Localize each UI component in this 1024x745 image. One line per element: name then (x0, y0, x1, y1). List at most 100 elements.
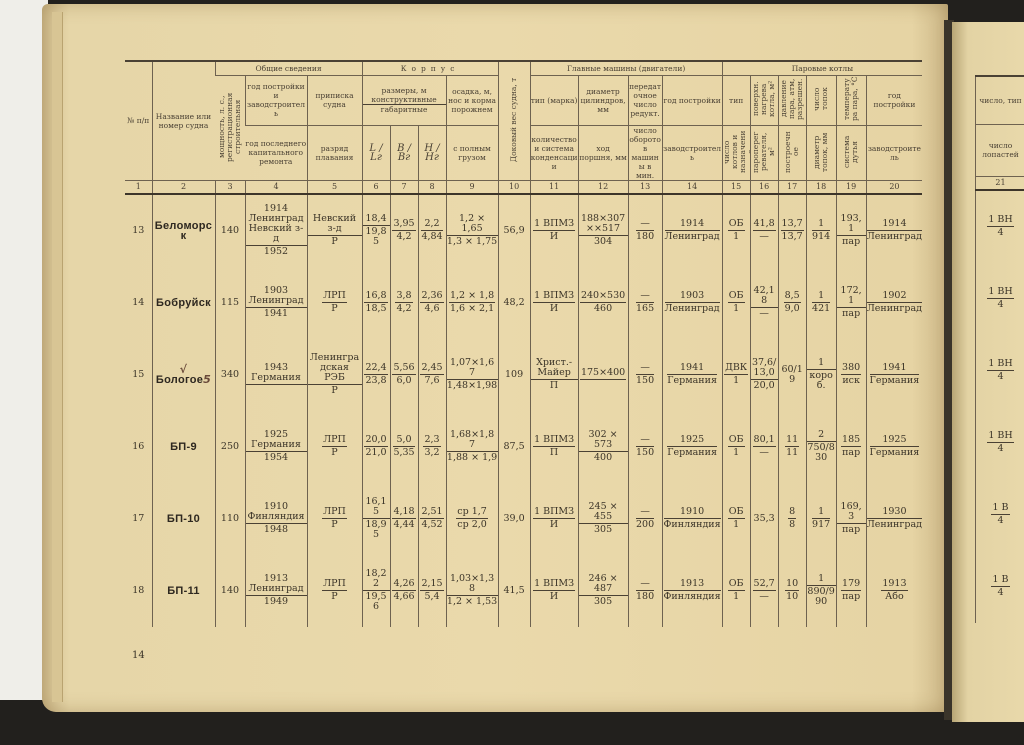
fraction-top: 1 В (991, 502, 1010, 515)
col-boiler-count-header: число котлов и назначение (721, 125, 751, 181)
fraction-value: 2,45 7,6 (420, 363, 444, 386)
fraction-bottom: ср 2,0 (457, 519, 487, 530)
fraction-top: 4,26 (392, 578, 416, 591)
col-temp-header: температура пара, °C (835, 75, 867, 126)
fraction-bottom: 1,88 × 1,9 (446, 452, 498, 463)
heating-label: поверхн. нагрева котла, м² (751, 80, 777, 118)
fraction-value: 169,3 пар (837, 502, 866, 535)
group-general: Общие сведения (214, 60, 363, 76)
table-cell: 1 ВПМЗ И (529, 554, 579, 627)
fraction-top: 1 В (991, 574, 1010, 587)
fraction-top: 1 ВПМЗ (533, 578, 576, 591)
col-draft-system-header: система дутья (835, 125, 867, 181)
fraction-top: 1 ВН (987, 358, 1014, 371)
table-cell: 1914 Ленинград Невский з-д 1952 (244, 193, 307, 267)
fraction-bottom: 400 (594, 452, 613, 463)
fraction-bottom: И (549, 231, 559, 242)
fraction-bottom: 890/990 (807, 586, 835, 607)
table-cell: 3,95 4,2 (389, 193, 419, 267)
table-cell: ОБ 1 (721, 266, 751, 339)
table-cell: 185 пар (835, 410, 867, 483)
fraction-value: 193,1 пар (837, 214, 866, 247)
fraction-top: 1910 Финляндия (246, 501, 307, 524)
fraction-value: 1,2 × 1,65 1,3 × 1,75 (447, 214, 498, 247)
vessel-name-cell: БП-9 (151, 410, 215, 483)
col-boiler-type-header: тип (721, 75, 751, 126)
right-page-table: число, тип число лопастей 21 1 ВН 4 1 ВН 4 1… (975, 75, 1024, 623)
column-number: 12 (577, 180, 629, 195)
fraction-value: 1914 Ленинград (664, 219, 720, 242)
fraction-bottom: 21,0 (365, 447, 387, 458)
table-cell: 1925 Германия (865, 410, 923, 483)
table-cell: —165 (627, 266, 663, 339)
table-cell: 140 (214, 193, 245, 267)
table-cell: 2,51 4,52 (417, 482, 447, 555)
column-number: 9 (445, 180, 499, 195)
fraction-bottom: 20,0 (753, 380, 775, 391)
fraction-value: 1,68×1,87 1,88 × 1,9 (447, 430, 498, 463)
cell-value: БП-10 (166, 512, 201, 525)
table-row: 15 √ Бологое5 340 1943 Германия Ленинградска… (125, 338, 923, 411)
fraction-bottom: 4 (997, 587, 1004, 598)
book-spine (944, 20, 954, 720)
fraction-bottom: — (759, 231, 769, 242)
fraction-bottom: Р (331, 519, 338, 530)
fraction-bottom: Р (331, 236, 338, 247)
fraction-top: 2,36 (420, 290, 444, 303)
fraction-value: 1 ВН 4 (987, 430, 1014, 454)
col-gear-header: передаточное число редукт. (627, 75, 663, 126)
fraction-value: 11 11 (785, 435, 800, 458)
col-heating-header: поверхн. нагрева котла, м² (749, 75, 779, 126)
table-cell: —150 (627, 410, 663, 483)
col-engine-year-header: год постройки (661, 75, 723, 126)
fraction-value: 1 ВН 4 (987, 287, 1014, 310)
fraction-top: 1 (807, 574, 836, 586)
fraction-bottom: 1,2 × 1,53 (446, 596, 498, 607)
fraction-bottom: 4 (997, 371, 1004, 382)
fraction-bottom: 1,48×1,98 (446, 380, 498, 391)
fraction-bottom: 1 (733, 375, 740, 386)
fraction-bottom: короб. (809, 370, 833, 391)
column-number: 14 (661, 180, 723, 195)
col-built-pressure-header: построечное (777, 125, 807, 181)
vessel-name-cell: БП-10 (151, 482, 215, 555)
fraction-bottom: 4,44 (393, 519, 415, 530)
fraction-bottom: 1952 (263, 246, 289, 257)
vessel-name-cell: √ Бологое5 (151, 338, 215, 411)
fraction-value: 2,3 3,2 (423, 435, 441, 458)
fraction-top: 1925 (869, 435, 920, 447)
col-rpm-header: число оборотов машины в мин. (627, 125, 663, 181)
fraction-bottom: Германия (869, 375, 920, 386)
fraction-value: —165 (636, 291, 655, 314)
fraction-value: 188×307××517 304 (579, 214, 628, 247)
table-cell: 1 917 (805, 482, 837, 555)
col-dock-weight-header: Доковый вес судна, т (497, 60, 531, 181)
fraction-value: ЛРП Р (322, 507, 347, 530)
pressure-label: давление пара, атм, разрешен. (779, 78, 805, 120)
fraction-bottom: И (549, 303, 559, 314)
col-dims-header: размеры, м конструктивные габаритные (361, 75, 447, 126)
table-row: 14 Бобруйск 115 1903 Ленинград 1941 ЛРП Р 16,8 1… (125, 266, 923, 339)
table-cell: 37,6/13,0 20,0 (749, 338, 779, 411)
fraction-bottom: 1 (733, 231, 740, 242)
fraction-bottom: П (549, 447, 559, 458)
fraction-top: ЛРП (322, 290, 347, 303)
table-cell: 1943 Германия (244, 338, 307, 411)
fraction-top: 20,0 (364, 434, 388, 447)
built-pressure-label: построечное (783, 130, 801, 173)
fraction-top: 1914 Ленинград Невский з-д (246, 204, 307, 246)
table-cell: 115 (214, 266, 245, 339)
table-cell: 52,7— (749, 554, 779, 627)
col-port-header: приписка судна (306, 75, 363, 126)
fraction-value: 2,15 5,4 (420, 578, 444, 602)
fraction-top: 18,22 (363, 569, 390, 591)
fraction-bottom: 4 (997, 515, 1004, 526)
fraction-value: —150 (636, 435, 655, 458)
handwritten-mark: 5 (203, 372, 212, 386)
fraction-top: 1 ВН (987, 430, 1014, 443)
fraction-value: —200 (636, 507, 655, 530)
cell-value: 87,5 (503, 440, 525, 452)
fraction-top: 2,15 (420, 578, 444, 591)
table-cell: 1,07×1,67 1,48×1,98 (445, 338, 499, 411)
